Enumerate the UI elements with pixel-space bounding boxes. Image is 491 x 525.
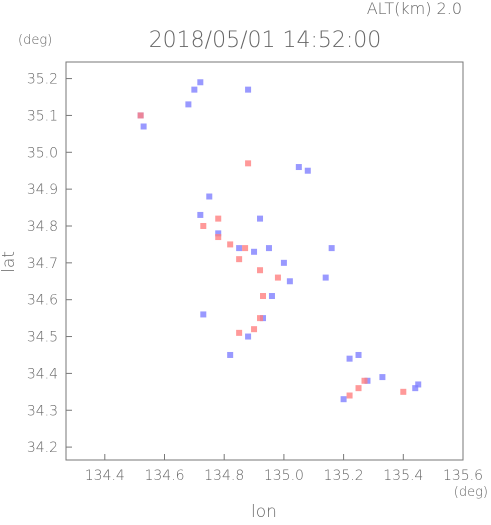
- x-tick-label: 135.0: [264, 468, 304, 484]
- echo-point: [242, 245, 249, 252]
- echo-point: [355, 385, 362, 392]
- echo-point: [346, 392, 353, 399]
- x-unit: (deg): [454, 485, 488, 500]
- x-tick-label: 134.4: [85, 468, 125, 484]
- echo-point: [185, 101, 192, 108]
- y-tick-label: 34.8: [27, 219, 58, 235]
- echo-point: [361, 377, 368, 384]
- echo-point: [295, 164, 302, 171]
- x-tick-label: 135.2: [324, 468, 364, 484]
- y-tick-label: 34.2: [27, 440, 58, 456]
- x-tick-label: 135.6: [443, 468, 483, 484]
- echo-point: [257, 267, 264, 274]
- echo-point: [379, 374, 386, 381]
- echo-point: [257, 215, 264, 222]
- y-unit: (deg): [18, 33, 52, 48]
- echo-point: [274, 274, 281, 281]
- y-tick-label: 34.6: [27, 293, 58, 309]
- echo-point: [286, 278, 293, 285]
- y-tick-label: 34.5: [27, 330, 58, 346]
- y-tick-label: 34.3: [27, 403, 58, 419]
- echo-point: [322, 274, 329, 281]
- echo-point: [236, 245, 243, 252]
- echo-point: [140, 123, 147, 130]
- echo-point: [340, 396, 347, 403]
- echo-point: [215, 230, 222, 237]
- echo-point: [251, 326, 258, 333]
- echo-point: [400, 388, 407, 395]
- echo-point: [137, 112, 144, 119]
- chart-title: 2018/05/01 14:52:00: [149, 28, 382, 53]
- echo-point: [328, 245, 335, 252]
- x-axis-label: lon: [251, 502, 277, 521]
- echo-point: [412, 385, 419, 392]
- altitude-label: ALT(km) 2.0: [367, 0, 462, 18]
- y-tick-label: 35.2: [27, 72, 58, 88]
- echo-point: [200, 311, 207, 318]
- echo-point: [200, 222, 207, 229]
- plot-frame: [65, 61, 464, 461]
- y-tick-label: 34.9: [27, 182, 58, 198]
- echo-point: [245, 160, 252, 167]
- y-tick-label: 35.0: [27, 145, 58, 161]
- echo-point: [260, 293, 267, 300]
- echo-point: [265, 245, 272, 252]
- y-tick-label: 34.7: [27, 256, 58, 272]
- echo-point: [245, 333, 252, 340]
- echo-point: [236, 256, 243, 263]
- echo-point: [268, 293, 275, 300]
- y-tick-label: 34.4: [27, 366, 58, 382]
- x-tick-label: 134.6: [144, 468, 184, 484]
- echo-point: [215, 215, 222, 222]
- echo-point: [197, 211, 204, 218]
- echo-point: [215, 234, 222, 241]
- echo-point: [355, 351, 362, 358]
- echo-point: [257, 315, 264, 322]
- y-axis-label: lat: [0, 251, 19, 273]
- echo-point: [251, 248, 258, 255]
- y-tick-label: 35.1: [27, 108, 58, 124]
- echo-point: [245, 86, 252, 93]
- echo-point: [206, 193, 213, 200]
- echo-point: [346, 355, 353, 362]
- x-tick-label: 135.4: [383, 468, 423, 484]
- echo-point: [197, 79, 204, 86]
- echo-point: [227, 351, 234, 358]
- echo-point: [280, 259, 287, 266]
- echo-point: [236, 329, 243, 336]
- echo-point: [415, 381, 422, 388]
- echo-point: [191, 86, 198, 93]
- echo-point: [304, 167, 311, 174]
- echo-point: [227, 241, 234, 248]
- x-tick-label: 134.8: [204, 468, 244, 484]
